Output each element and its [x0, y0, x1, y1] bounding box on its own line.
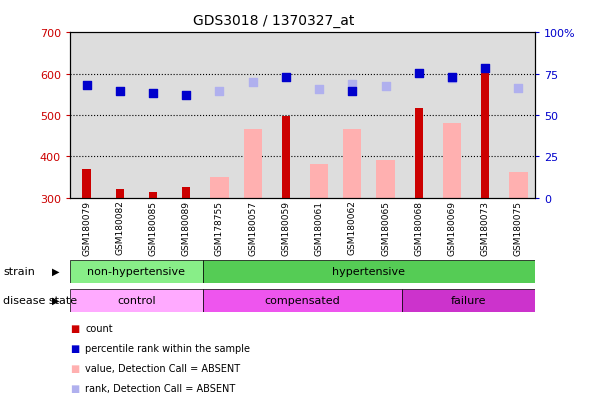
Text: GSM180057: GSM180057 — [248, 200, 257, 255]
Point — [81, 82, 91, 89]
Text: GSM180073: GSM180073 — [481, 200, 489, 255]
Bar — [82, 169, 91, 198]
Point — [480, 66, 490, 72]
Point — [347, 81, 357, 88]
Bar — [203, 260, 535, 283]
Point — [314, 86, 324, 93]
Bar — [210, 178, 229, 198]
Point — [181, 92, 191, 99]
Text: GSM180059: GSM180059 — [282, 200, 291, 255]
Bar — [443, 124, 461, 198]
Text: GSM180079: GSM180079 — [82, 200, 91, 255]
Text: GSM180075: GSM180075 — [514, 200, 523, 255]
Text: GSM180069: GSM180069 — [447, 200, 457, 255]
Point — [414, 70, 424, 77]
Text: GSM180062: GSM180062 — [348, 200, 357, 255]
Text: ■: ■ — [70, 363, 79, 373]
Bar — [510, 173, 528, 198]
Text: ■: ■ — [70, 343, 79, 353]
Text: count: count — [85, 323, 112, 333]
Text: GSM180065: GSM180065 — [381, 200, 390, 255]
Text: strain: strain — [3, 266, 35, 277]
Text: percentile rank within the sample: percentile rank within the sample — [85, 343, 250, 353]
Text: failure: failure — [451, 295, 486, 306]
Text: GDS3018 / 1370327_at: GDS3018 / 1370327_at — [193, 14, 354, 28]
Text: control: control — [117, 295, 156, 306]
Text: GSM180068: GSM180068 — [414, 200, 423, 255]
Bar — [203, 289, 402, 312]
Point — [381, 83, 390, 90]
Bar — [70, 260, 203, 283]
Text: GSM180061: GSM180061 — [314, 200, 323, 255]
Bar — [376, 161, 395, 198]
Text: compensated: compensated — [264, 295, 340, 306]
Point — [248, 79, 258, 86]
Bar — [70, 289, 203, 312]
Text: ■: ■ — [70, 323, 79, 333]
Point — [447, 74, 457, 81]
Point — [347, 88, 357, 95]
Bar — [415, 109, 423, 198]
Text: ▶: ▶ — [52, 295, 59, 306]
Text: value, Detection Call = ABSENT: value, Detection Call = ABSENT — [85, 363, 240, 373]
Text: ■: ■ — [70, 383, 79, 393]
Point — [148, 90, 158, 97]
Text: GSM180082: GSM180082 — [116, 200, 124, 255]
Text: disease state: disease state — [3, 295, 77, 306]
Point — [215, 88, 224, 95]
Bar — [282, 117, 290, 198]
Point — [281, 74, 291, 81]
Text: GSM180085: GSM180085 — [148, 200, 157, 255]
Bar — [182, 188, 190, 198]
Bar — [402, 289, 535, 312]
Bar — [310, 164, 328, 198]
Point — [447, 75, 457, 82]
Text: GSM180089: GSM180089 — [182, 200, 191, 255]
Bar — [343, 129, 361, 198]
Point — [115, 88, 125, 95]
Text: GSM178755: GSM178755 — [215, 200, 224, 255]
Bar — [481, 71, 489, 198]
Text: rank, Detection Call = ABSENT: rank, Detection Call = ABSENT — [85, 383, 235, 393]
Text: ▶: ▶ — [52, 266, 59, 277]
Bar — [244, 129, 262, 198]
Bar — [116, 189, 124, 198]
Bar — [149, 192, 157, 198]
Text: non-hypertensive: non-hypertensive — [88, 266, 185, 277]
Point — [514, 85, 523, 92]
Text: hypertensive: hypertensive — [333, 266, 406, 277]
